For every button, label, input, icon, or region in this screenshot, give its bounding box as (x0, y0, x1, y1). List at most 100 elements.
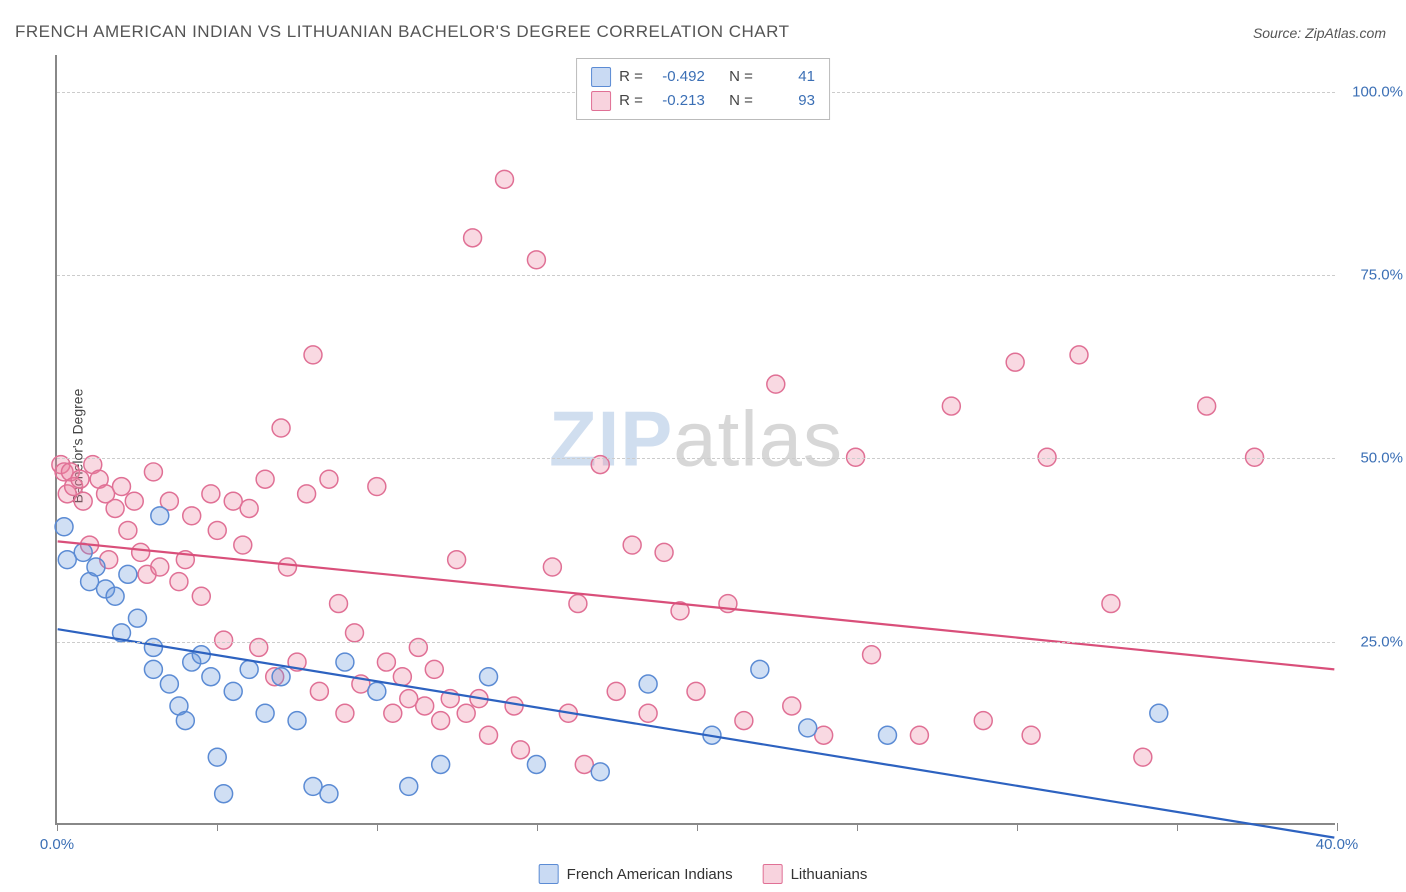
swatch-pink-icon (591, 91, 611, 111)
r-label: R = (619, 89, 643, 113)
data-point (58, 551, 76, 569)
data-point (505, 697, 523, 715)
data-point (202, 485, 220, 503)
data-point (272, 668, 290, 686)
data-point (304, 777, 322, 795)
data-point (132, 543, 150, 561)
legend-swatch-blue-icon (539, 864, 559, 884)
y-tick-label: 100.0% (1352, 83, 1403, 100)
data-point (575, 756, 593, 774)
r-value-pink: -0.213 (651, 89, 705, 113)
data-point (336, 704, 354, 722)
data-point (1198, 397, 1216, 415)
r-label: R = (619, 65, 643, 89)
data-point (256, 470, 274, 488)
grid-line (57, 275, 1335, 276)
stats-row-blue: R = -0.492 N = 41 (591, 65, 815, 89)
data-point (527, 756, 545, 774)
legend-label-pink: Lithuanians (791, 866, 868, 883)
x-tick-label: 0.0% (40, 836, 74, 853)
data-point (569, 595, 587, 613)
data-point (1134, 748, 1152, 766)
data-point (55, 518, 73, 536)
data-point (256, 704, 274, 722)
data-point (298, 485, 316, 503)
data-point (1006, 353, 1024, 371)
data-point (393, 668, 411, 686)
data-point (910, 726, 928, 744)
data-point (240, 660, 258, 678)
data-point (125, 492, 143, 510)
data-point (767, 375, 785, 393)
data-point (543, 558, 561, 576)
data-point (1102, 595, 1120, 613)
grid-line (57, 642, 1335, 643)
data-point (144, 660, 162, 678)
data-point (687, 682, 705, 700)
legend-item-blue: French American Indians (539, 864, 733, 884)
data-point (847, 448, 865, 466)
data-point (377, 653, 395, 671)
data-point (192, 646, 210, 664)
legend-item-pink: Lithuanians (763, 864, 868, 884)
data-point (974, 712, 992, 730)
data-point (448, 551, 466, 569)
source-attribution: Source: ZipAtlas.com (1253, 25, 1386, 41)
data-point (346, 624, 364, 642)
y-tick-label: 25.0% (1360, 633, 1403, 650)
legend-swatch-pink-icon (763, 864, 783, 884)
data-point (879, 726, 897, 744)
data-point (119, 521, 137, 539)
data-point (368, 682, 386, 700)
grid-line (57, 458, 1335, 459)
data-point (176, 712, 194, 730)
data-point (432, 712, 450, 730)
scatter-svg (57, 55, 1335, 823)
data-point (623, 536, 641, 554)
legend: French American Indians Lithuanians (539, 864, 868, 884)
chart-title: FRENCH AMERICAN INDIAN VS LITHUANIAN BAC… (15, 22, 789, 42)
data-point (128, 609, 146, 627)
data-point (113, 478, 131, 496)
data-point (432, 756, 450, 774)
n-value-blue: 41 (761, 65, 815, 89)
data-point (1246, 448, 1264, 466)
data-point (224, 682, 242, 700)
data-point (799, 719, 817, 737)
y-tick-label: 50.0% (1360, 450, 1403, 467)
data-point (783, 697, 801, 715)
data-point (1022, 726, 1040, 744)
data-point (639, 704, 657, 722)
x-tick (217, 823, 218, 831)
data-point (942, 397, 960, 415)
data-point (192, 587, 210, 605)
data-point (336, 653, 354, 671)
x-tick (1337, 823, 1338, 831)
trend-line (58, 541, 1335, 669)
data-point (1070, 346, 1088, 364)
data-point (527, 251, 545, 269)
data-point (607, 682, 625, 700)
data-point (639, 675, 657, 693)
x-tick (1177, 823, 1178, 831)
data-point (144, 463, 162, 481)
data-point (278, 558, 296, 576)
stats-row-pink: R = -0.213 N = 93 (591, 89, 815, 113)
correlation-stats-box: R = -0.492 N = 41 R = -0.213 N = 93 (576, 58, 830, 120)
data-point (655, 543, 673, 561)
data-point (425, 660, 443, 678)
x-tick (537, 823, 538, 831)
data-point (310, 682, 328, 700)
data-point (511, 741, 529, 759)
n-value-pink: 93 (761, 89, 815, 113)
data-point (304, 346, 322, 364)
x-tick (377, 823, 378, 831)
x-tick (1017, 823, 1018, 831)
data-point (215, 631, 233, 649)
data-point (815, 726, 833, 744)
data-point (1150, 704, 1168, 722)
data-point (400, 690, 418, 708)
x-tick (857, 823, 858, 831)
x-tick (697, 823, 698, 831)
data-point (400, 777, 418, 795)
